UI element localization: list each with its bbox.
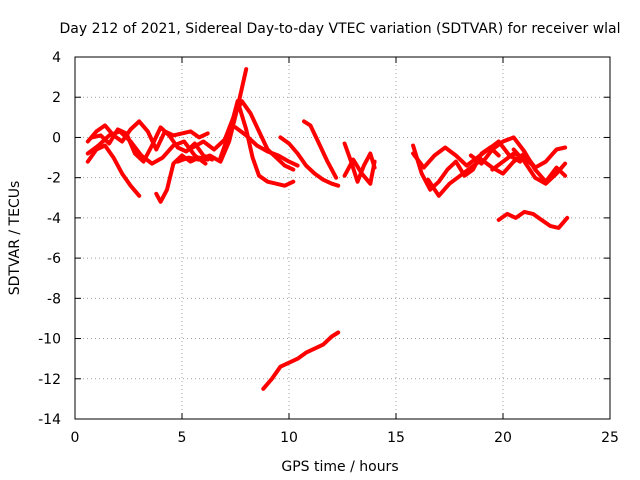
series-track-2 [85,119,210,152]
y-tick-label: -12 [38,372,61,388]
y-tick-label: -6 [47,251,61,267]
y-tick-label: 0 [52,130,61,146]
x-tick-label: 20 [494,430,512,446]
series-track-7 [190,99,296,172]
x-tick-label: 15 [387,430,405,446]
x-tick-label: 5 [178,430,187,446]
series-track-18 [490,145,568,172]
series-track-21 [261,330,341,391]
series-track-5 [154,153,210,204]
x-tick-label: 25 [601,430,619,446]
series-track-1 [85,143,142,198]
y-tick-label: -10 [38,332,61,348]
x-axis-title: GPS time / hours [281,459,398,475]
x-tick-label: 0 [71,430,80,446]
series-track-13 [342,157,377,186]
series-track-16 [426,151,538,198]
series-track-11 [302,119,339,180]
grid [75,57,610,419]
y-axis-title: SDTVAR / TECUs [7,181,23,296]
plot-frame [74,56,611,420]
y-tick-label: -2 [47,171,61,187]
series-track-8 [218,99,296,188]
series-track-10 [278,135,341,188]
series-layer [85,67,570,391]
series-track-19 [511,147,568,186]
y-tick-label: -8 [47,291,61,307]
y-tick-label: 2 [52,90,61,106]
series-track-20 [496,209,570,230]
chart-title: Day 212 of 2021, Sidereal Day-to-day VTE… [59,21,620,37]
series-track-15 [411,139,523,170]
series-track-17 [468,135,568,184]
y-tick-label: 4 [52,50,61,66]
series-track-9 [233,125,300,168]
series-track-4 [85,129,208,166]
y-tick-label: -4 [47,211,61,227]
x-tick-label: 10 [280,430,298,446]
y-tick-label: -14 [38,412,61,428]
